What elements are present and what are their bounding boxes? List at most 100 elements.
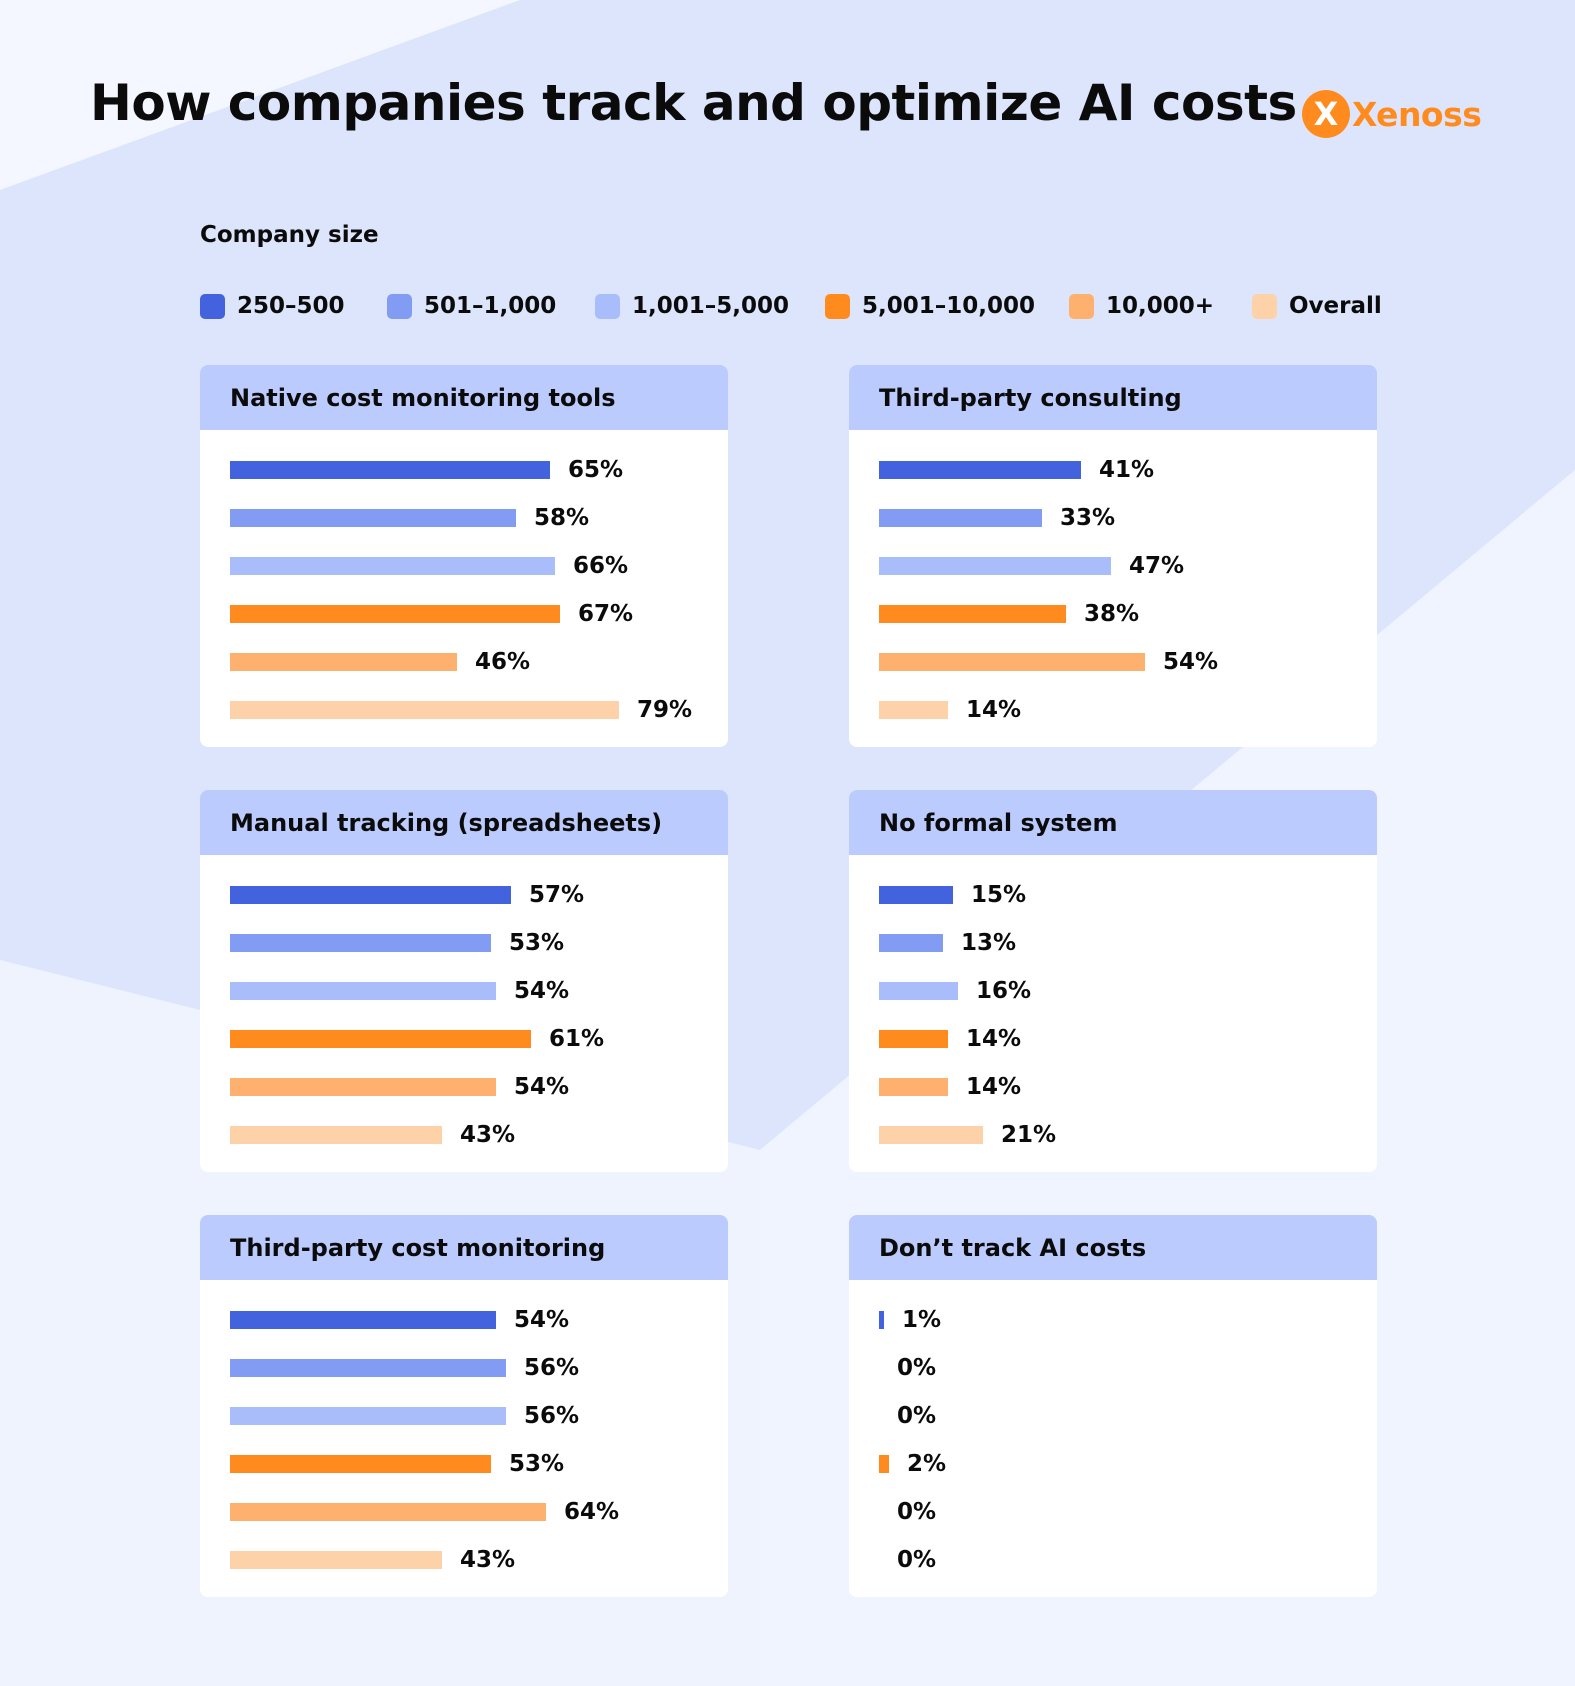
- data-label: 0%: [897, 1547, 937, 1573]
- bar: [879, 653, 1145, 671]
- bar: [879, 1030, 948, 1048]
- bar-row: 14%: [879, 1024, 1359, 1054]
- data-label: 54%: [1163, 649, 1219, 675]
- bar: [230, 1126, 442, 1144]
- bar: [230, 701, 619, 719]
- legend-swatch: [1252, 293, 1277, 319]
- bar: [230, 605, 560, 623]
- data-label: 43%: [460, 1547, 516, 1573]
- panel-title: Native cost monitoring tools: [230, 383, 616, 412]
- bar-row: 1%: [879, 1305, 1359, 1335]
- bar-row: 2%: [879, 1449, 1359, 1479]
- bar-row: 15%: [879, 880, 1359, 910]
- data-label: 14%: [966, 1026, 1022, 1052]
- legend-item-250-500: 250–500: [200, 289, 345, 323]
- data-label: 61%: [549, 1026, 605, 1052]
- data-label: 0%: [897, 1355, 937, 1381]
- bar-row: 57%: [230, 880, 710, 910]
- panel-header: Don’t track AI costs: [849, 1215, 1377, 1280]
- bar: [879, 605, 1066, 623]
- legend-label: Overall: [1289, 293, 1382, 319]
- data-label: 33%: [1060, 505, 1116, 531]
- bar-row: 16%: [879, 976, 1359, 1006]
- data-label: 1%: [902, 1307, 942, 1333]
- bar-row: 53%: [230, 1449, 710, 1479]
- bar-row: 54%: [230, 1072, 710, 1102]
- chart-panel: Manual tracking (spreadsheets) 57% 53% 54% 6…: [200, 790, 728, 1172]
- data-label: 54%: [514, 1307, 570, 1333]
- panel-header: Manual tracking (spreadsheets): [200, 790, 728, 855]
- bar: [879, 934, 943, 952]
- legend-label: 10,000+: [1106, 293, 1215, 319]
- data-label: 53%: [509, 930, 565, 956]
- data-label: 16%: [976, 978, 1032, 1004]
- bar-row: 41%: [879, 455, 1359, 485]
- legend-swatch: [387, 293, 412, 319]
- panel-title: Don’t track AI costs: [879, 1233, 1147, 1262]
- data-label: 54%: [514, 1074, 570, 1100]
- bar: [230, 886, 511, 904]
- chart-panel: Native cost monitoring tools 65% 58% 66% 67%…: [200, 365, 728, 747]
- bar-row: 53%: [230, 928, 710, 958]
- page-title: How companies track and optimize AI cost…: [90, 74, 1297, 132]
- bar: [879, 557, 1111, 575]
- chart-panel: No formal system 15% 13% 16% 14% 14% 21%: [849, 790, 1377, 1172]
- data-label: 47%: [1129, 553, 1185, 579]
- legend-swatch: [1069, 293, 1094, 319]
- bar-row: 65%: [230, 455, 710, 485]
- bar: [230, 1311, 496, 1329]
- bar: [230, 557, 555, 575]
- bar-row: 46%: [230, 647, 710, 677]
- data-label: 21%: [1001, 1122, 1057, 1148]
- bar: [879, 461, 1081, 479]
- chart-panel: Third-party cost monitoring 54% 56% 56% 53% 6…: [200, 1215, 728, 1597]
- bar-row: 0%: [879, 1497, 1359, 1527]
- data-label: 53%: [509, 1451, 565, 1477]
- bar-row: 54%: [230, 976, 710, 1006]
- logo-mark: X: [1313, 95, 1339, 133]
- legend-label: 250–500: [237, 293, 345, 319]
- legend-swatch: [200, 293, 225, 319]
- panel-header: No formal system: [849, 790, 1377, 855]
- legend-label: 501–1,000: [424, 293, 557, 319]
- bar-row: 0%: [879, 1545, 1359, 1575]
- bar-row: 67%: [230, 599, 710, 629]
- bar-row: 54%: [879, 647, 1359, 677]
- data-label: 67%: [578, 601, 634, 627]
- bar-row: 56%: [230, 1401, 710, 1431]
- bar: [879, 982, 958, 1000]
- bar-row: 0%: [879, 1353, 1359, 1383]
- data-label: 38%: [1084, 601, 1140, 627]
- bar: [230, 1030, 531, 1048]
- bar-row: 79%: [230, 695, 710, 725]
- data-label: 56%: [524, 1403, 580, 1429]
- data-label: 46%: [475, 649, 531, 675]
- chart-panel: Third-party consulting 41% 33% 47% 38% 54% 14%: [849, 365, 1377, 747]
- bar-row: 14%: [879, 695, 1359, 725]
- bar: [879, 1311, 884, 1329]
- data-label: 79%: [637, 697, 693, 723]
- data-label: 14%: [966, 1074, 1022, 1100]
- panel-header: Third-party consulting: [849, 365, 1377, 430]
- bar-row: 43%: [230, 1120, 710, 1150]
- panel-body: 65% 58% 66% 67% 46% 79%: [200, 430, 728, 747]
- bar-row: 47%: [879, 551, 1359, 581]
- bar-row: 38%: [879, 599, 1359, 629]
- bar-row: 64%: [230, 1497, 710, 1527]
- panel-body: 57% 53% 54% 61% 54% 43%: [200, 855, 728, 1172]
- bar: [230, 1359, 506, 1377]
- legend: 250–500 501–1,000 1,001–5,000 5,001–10,0…: [200, 289, 1382, 323]
- bar: [879, 886, 953, 904]
- legend-item-10000-plus: 10,000+: [1069, 289, 1214, 323]
- bar: [230, 1407, 506, 1425]
- data-label: 65%: [568, 457, 624, 483]
- bar: [230, 934, 491, 952]
- legend-label: 5,001–10,000: [862, 293, 1036, 319]
- bar-row: 56%: [230, 1353, 710, 1383]
- data-label: 0%: [897, 1403, 937, 1429]
- legend-label: 1,001–5,000: [632, 293, 790, 319]
- bar-row: 54%: [230, 1305, 710, 1335]
- legend-title: Company size: [200, 222, 379, 248]
- bar: [879, 509, 1042, 527]
- legend-item-1001-5000: 1,001–5,000: [595, 289, 789, 323]
